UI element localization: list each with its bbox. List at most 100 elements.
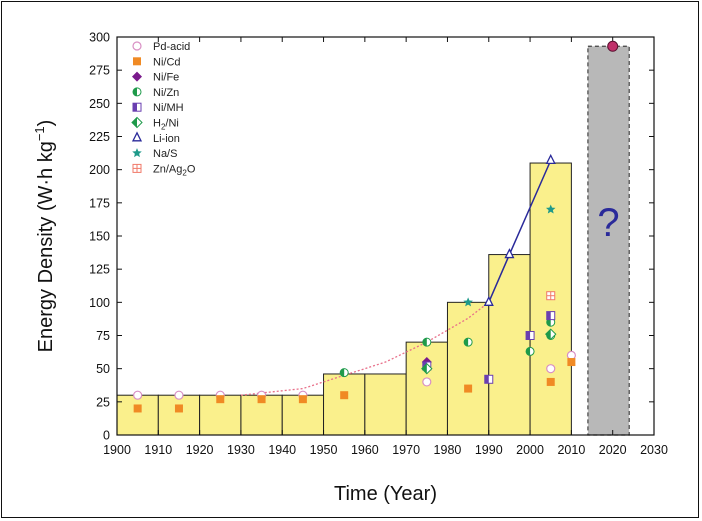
point-6-1 (504, 248, 515, 259)
marker-fill (545, 329, 551, 340)
point-1-1 (174, 404, 183, 413)
marker-fill (546, 318, 551, 327)
marker-shape (545, 204, 556, 214)
marker-shape (483, 295, 494, 306)
legend-label-6: Li-ion (153, 133, 180, 145)
marker-shape (257, 395, 266, 404)
point-1-6 (464, 384, 473, 393)
legend-marker-3 (132, 87, 142, 97)
point-1-4 (298, 395, 307, 404)
x-tick-label-2020: 2020 (599, 443, 627, 457)
legend-label-3: Ni/Zn (153, 87, 179, 99)
marker-fill (421, 363, 427, 374)
legend-label-0: Pd-acid (153, 41, 190, 53)
y-tick-label-125: 125 (89, 263, 110, 277)
point-1-7 (546, 377, 555, 386)
y-tick-label-300: 300 (89, 31, 110, 45)
marker-shape (133, 404, 142, 413)
marker-fill (133, 87, 137, 96)
marker-fill (464, 338, 469, 347)
x-axis-label: Time (Year) (334, 483, 437, 505)
point-4-3 (546, 311, 556, 321)
y-tick-label-250: 250 (89, 97, 110, 111)
future-question-mark: ? (597, 201, 619, 245)
marker-shape (216, 395, 225, 404)
point-5-1 (545, 328, 557, 340)
bar-9 (488, 254, 531, 436)
y-tick-label-50: 50 (96, 362, 110, 376)
marker-shape (422, 377, 432, 387)
bar-5 (323, 373, 366, 436)
bar-7 (405, 341, 448, 436)
y-tick-label-150: 150 (89, 230, 110, 244)
point-7-1 (545, 204, 556, 214)
x-tick-label-2030: 2030 (640, 443, 668, 457)
point-3-1 (422, 337, 432, 347)
marker-shape (133, 390, 143, 400)
point-6-0 (483, 295, 494, 306)
y-tick-label-0: 0 (103, 429, 110, 443)
legend-marker-2 (132, 71, 142, 82)
marker-fill (133, 103, 137, 112)
x-tick-label-1930: 1930 (227, 443, 255, 457)
marker-shape (132, 41, 142, 51)
point-0-1 (174, 390, 184, 400)
point-1-2 (216, 395, 225, 404)
marker-fill (526, 331, 531, 340)
future-point (607, 40, 619, 52)
legend-marker-1 (133, 57, 141, 66)
y-tick-label-275: 275 (89, 64, 110, 78)
marker-fill (484, 375, 489, 384)
legend-marker-7 (132, 148, 142, 158)
legend-label-2: Ni/Fe (153, 72, 179, 84)
marker-shape (298, 395, 307, 404)
x-tick-label-1990: 1990 (475, 443, 503, 457)
legend-label-8: Zn/Ag2O (153, 163, 196, 177)
x-tick-label-2010: 2010 (557, 443, 585, 457)
legend-marker-8 (132, 163, 142, 173)
marker-shape (174, 390, 184, 400)
x-tick-label-1910: 1910 (144, 443, 172, 457)
marker-shape (567, 358, 576, 367)
marker-shape (133, 57, 141, 66)
trend-line (240, 301, 490, 396)
x-tick-label-1900: 1900 (103, 443, 131, 457)
future-bar (587, 45, 630, 436)
marker-shape (132, 71, 142, 82)
marker-shape (463, 297, 473, 307)
x-tick-label-1940: 1940 (268, 443, 296, 457)
bar-8 (446, 301, 490, 436)
marker-shape (131, 131, 143, 142)
point-0-5 (422, 377, 432, 387)
legend-marker-4 (132, 102, 142, 112)
y-axis-label: Energy Density (W·h kg−1) (32, 120, 57, 353)
point-0-0 (133, 390, 143, 400)
y-tick-label-25: 25 (96, 395, 110, 409)
marker-shape (546, 377, 555, 386)
y-tick-label-175: 175 (89, 196, 110, 210)
x-tick-label-1960: 1960 (351, 443, 379, 457)
marker-shape (132, 148, 142, 158)
marker-shape (546, 364, 556, 374)
y-tick-label-225: 225 (89, 130, 110, 144)
point-7-0 (463, 297, 473, 307)
legend-label-1: Ni/Cd (153, 56, 181, 68)
marker-shape (545, 153, 556, 165)
marker-shape (504, 248, 515, 259)
x-tick-label-1920: 1920 (186, 443, 214, 457)
legend-label-5: H2/Ni (153, 118, 179, 132)
point-3-2 (463, 337, 473, 347)
marker-fill (526, 347, 531, 356)
point-8-0 (546, 291, 556, 301)
point-6-2 (545, 153, 556, 165)
point-3-4 (546, 317, 556, 327)
bar-0 (116, 394, 159, 436)
marker-shape (464, 384, 473, 393)
point-4-1 (484, 374, 494, 384)
x-tick-label-1980: 1980 (434, 443, 462, 457)
x-tick-label-2000: 2000 (516, 443, 544, 457)
legend-marker-0 (132, 41, 142, 51)
